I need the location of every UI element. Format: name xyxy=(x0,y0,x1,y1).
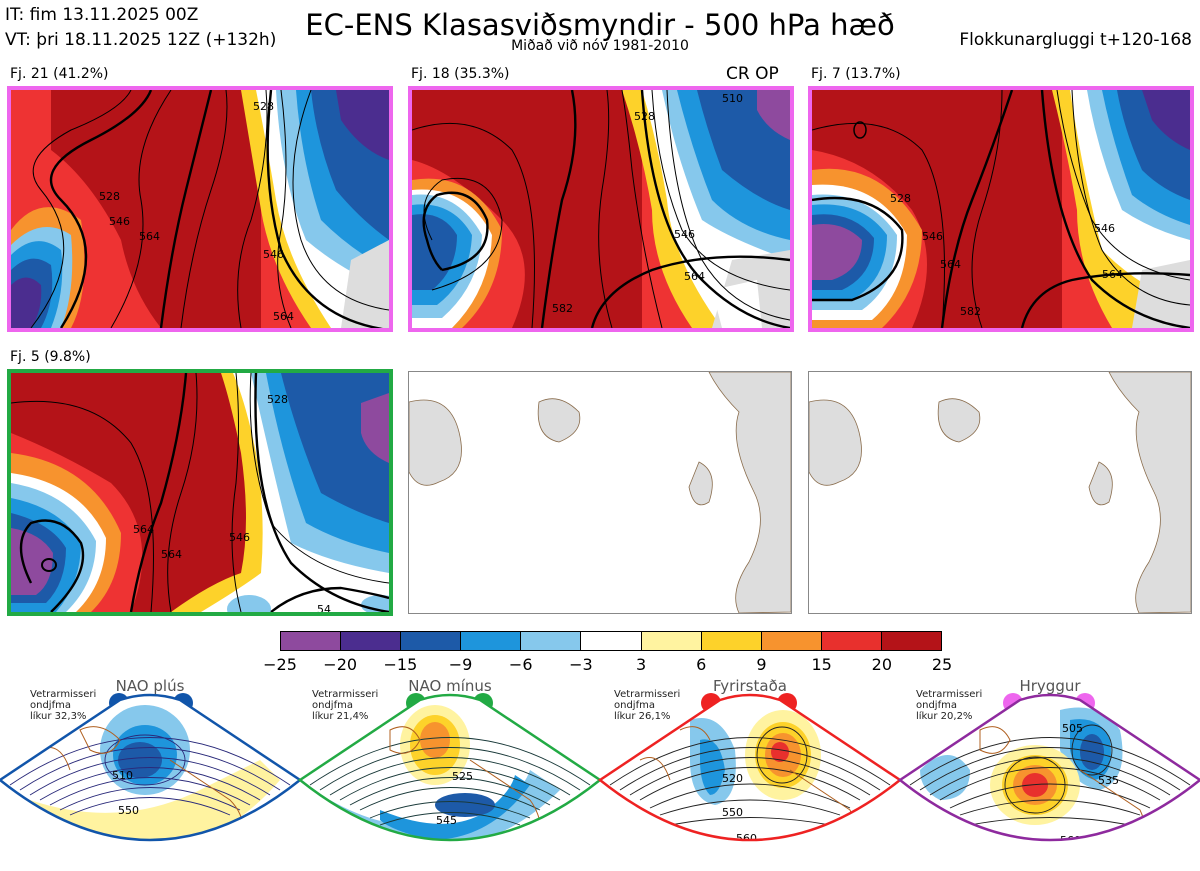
valid-time: VT: þri 18.11.2025 12Z (+132h) xyxy=(5,30,277,50)
contour-label: 546 xyxy=(922,230,943,243)
empty-map-1 xyxy=(408,371,792,614)
contour-label: 510 xyxy=(722,92,743,105)
colorbar-tick-label: −6 xyxy=(508,655,533,674)
regime-name-2: NAO mínus xyxy=(408,677,492,695)
colorbar-segment xyxy=(281,632,342,650)
colorbar-segment xyxy=(881,632,942,650)
contour-label: 546 xyxy=(109,215,130,228)
cluster-map-4: 528 564 546 564 54 xyxy=(7,369,393,616)
empty-map-2 xyxy=(808,371,1192,614)
colorbar-tick-label: 9 xyxy=(756,655,767,674)
contour-label: 546 xyxy=(229,531,250,544)
regime-note-2: Vetrarmisseri ondjfma líkur 21,4% xyxy=(312,689,379,722)
colorbar-tick-label: −15 xyxy=(383,655,418,674)
contour-label: 564 xyxy=(684,270,705,283)
colorbar-segment xyxy=(641,632,702,650)
contour-label: 546 xyxy=(1094,222,1115,235)
page-title: EC-ENS Klasasviðsmyndir - 500 hPa hæð xyxy=(305,8,895,42)
colorbar-segment xyxy=(701,632,762,650)
contour-label: 582 xyxy=(960,305,981,318)
cluster-map-1: 528 546 564 528 546 564 xyxy=(7,86,393,332)
contour-label: 54 xyxy=(317,603,331,612)
colorbar-tick-label: −25 xyxy=(263,655,297,674)
contour-label: 545 xyxy=(436,814,457,827)
classification-window: Flokkunargluggi t+120-168 xyxy=(959,30,1192,50)
cr-op-label: CR OP xyxy=(726,64,779,84)
colorbar xyxy=(280,631,942,651)
page-subtitle: Miðað við nóv 1981-2010 xyxy=(511,38,689,54)
contour-label: 550 xyxy=(722,806,743,819)
regime-name-3: Fyrirstaða xyxy=(713,677,787,695)
cluster-label-2: Fj. 18 (35.3%) xyxy=(411,66,510,82)
contour-label: 528 xyxy=(634,110,655,123)
colorbar-segment xyxy=(341,632,402,650)
regime-note-1: Vetrarmisseri ondjfma líkur 32,3% xyxy=(30,689,97,722)
regime-maps: 510 550 525 545 565 xyxy=(0,693,1200,861)
regime-name-4: Hryggur xyxy=(1019,677,1081,695)
cluster-map-2: 510 528 546 564 582 xyxy=(408,86,794,332)
regime-map-4: 505 535 560 xyxy=(900,695,1200,847)
contour-label: 565 xyxy=(446,848,467,861)
contour-label: 550 xyxy=(118,804,139,817)
regime-map-1: 510 550 xyxy=(0,695,300,840)
colorbar-segment xyxy=(821,632,882,650)
init-time: IT: fim 13.11.2025 00Z xyxy=(5,5,199,25)
contour-label: 528 xyxy=(890,192,911,205)
colorbar-tick-label: 15 xyxy=(811,655,832,674)
colorbar-segment xyxy=(461,632,522,650)
colorbar-tick-label: −9 xyxy=(448,655,473,674)
cluster-label-1: Fj. 21 (41.2%) xyxy=(10,66,109,82)
colorbar-segment xyxy=(521,632,582,650)
contour-label: 505 xyxy=(1062,722,1083,735)
contour-label: 525 xyxy=(452,770,473,783)
contour-label: 564 xyxy=(161,548,182,561)
colorbar-segment xyxy=(761,632,822,650)
cluster-label-4: Fj. 5 (9.8%) xyxy=(10,349,91,365)
contour-label: 535 xyxy=(1098,774,1119,787)
contour-label: 564 xyxy=(133,523,154,536)
cluster-map-3: 528 546 564 582 546 564 xyxy=(808,86,1194,332)
contour-label: 510 xyxy=(112,769,133,782)
contour-label: 564 xyxy=(940,258,961,271)
colorbar-tick-label: 6 xyxy=(696,655,707,674)
contour-label: 564 xyxy=(1102,268,1123,281)
regime-map-3: 520 550 560 xyxy=(600,695,900,845)
contour-label: 560 xyxy=(736,832,757,845)
contour-label: 564 xyxy=(139,230,160,243)
colorbar-tick-label: 25 xyxy=(931,655,953,674)
colorbar-ticks: −25 −20 −15 −9 −6 −3 3 6 9 15 20 25 xyxy=(263,655,952,675)
regime-note-4: Vetrarmisseri ondjfma líkur 20,2% xyxy=(916,689,983,722)
contour-label: 564 xyxy=(273,310,294,323)
regime-note-3: Vetrarmisseri ondjfma líkur 26,1% xyxy=(614,689,681,722)
contour-label: 560 xyxy=(1060,834,1081,847)
colorbar-tick-label: 20 xyxy=(871,655,892,674)
colorbar-tick-label: −3 xyxy=(569,655,593,674)
contour-label: 528 xyxy=(267,393,288,406)
cluster-label-3: Fj. 7 (13.7%) xyxy=(811,66,901,82)
colorbar-tick-label: −20 xyxy=(323,655,358,674)
contour-label: 528 xyxy=(253,100,274,113)
contour-label: 528 xyxy=(99,190,120,203)
contour-label: 520 xyxy=(722,772,743,785)
regime-name-1: NAO plús xyxy=(115,677,185,695)
regime-map-2: 525 545 565 xyxy=(300,695,600,861)
colorbar-tick-label: 3 xyxy=(635,655,647,674)
contour-label: 546 xyxy=(263,248,284,261)
colorbar-segment xyxy=(581,632,642,650)
colorbar-segment xyxy=(401,632,462,650)
contour-label: 546 xyxy=(674,228,695,241)
contour-label: 582 xyxy=(552,302,573,315)
